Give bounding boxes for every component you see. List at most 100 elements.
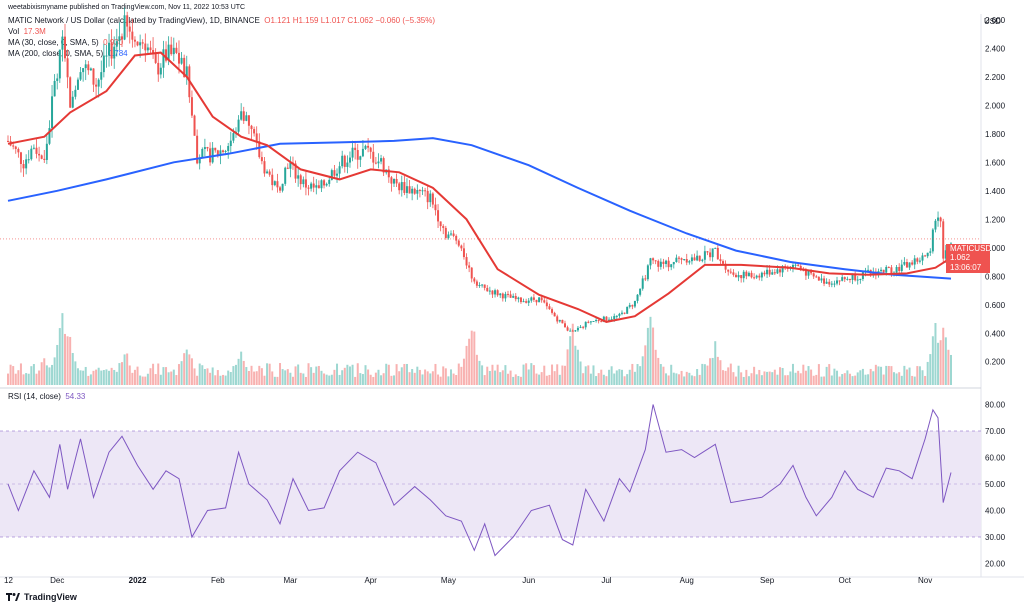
candle-body — [66, 58, 69, 78]
volume-bar — [242, 360, 245, 385]
price-tick-label: 1.800 — [985, 130, 1006, 139]
candle-body — [817, 277, 820, 281]
volume-bar — [273, 376, 276, 385]
candle-body — [439, 221, 442, 227]
volume-bar — [45, 365, 48, 385]
candle-body — [828, 281, 831, 285]
candle-body — [525, 301, 528, 303]
rsi-legend[interactable]: RSI (14, close) 54.33 — [8, 392, 85, 402]
volume-bar — [740, 372, 743, 385]
candle-body — [165, 49, 168, 61]
candle-body — [929, 251, 932, 253]
volume-bar — [222, 374, 225, 385]
rsi-tick-label: 30.00 — [985, 533, 1006, 542]
volume-bar — [797, 370, 800, 385]
candle-body — [131, 31, 134, 40]
volume-bar — [356, 363, 359, 385]
volume-bar — [926, 361, 929, 385]
volume-bar — [377, 369, 380, 385]
volume-bar — [237, 358, 240, 385]
candle-body — [76, 79, 79, 90]
candle-body — [696, 255, 699, 261]
candle-body — [825, 281, 828, 284]
candle-body — [411, 188, 414, 194]
candle-body — [496, 290, 499, 296]
candle-body — [846, 278, 849, 280]
ma30-legend[interactable]: MA (30, close, 0, SMA, 5) 0.930 — [8, 38, 123, 48]
candle-body — [102, 55, 105, 73]
volume-bar — [172, 369, 175, 385]
candle-body — [887, 266, 890, 268]
volume-bar — [105, 369, 108, 385]
candle-body — [491, 290, 494, 295]
volume-bar — [947, 349, 950, 385]
volume-bar — [330, 374, 333, 385]
time-tick-label: Jun — [522, 576, 535, 585]
candle-body — [667, 260, 670, 268]
candle-body — [120, 36, 123, 40]
candle-body — [159, 67, 162, 75]
volume-bar — [22, 374, 25, 385]
candle-body — [209, 148, 212, 163]
volume-bar — [338, 374, 341, 385]
candle-body — [30, 148, 33, 160]
volume-bar — [307, 363, 310, 385]
candle-body — [468, 265, 471, 268]
candle-body — [706, 251, 709, 253]
volume-bar — [900, 375, 903, 385]
volume-bar — [747, 376, 750, 385]
candle-body — [12, 145, 15, 147]
volume-bar — [198, 363, 201, 385]
volume-legend[interactable]: Vol 17.3M — [8, 27, 46, 37]
time-tick-label: Aug — [680, 576, 694, 585]
rsi-tick-label: 40.00 — [985, 507, 1006, 516]
candle-body — [323, 180, 326, 186]
volume-bar — [652, 327, 655, 385]
volume-bar — [25, 373, 28, 385]
volume-bar — [478, 360, 481, 385]
candle-body — [641, 278, 644, 289]
volume-bar — [644, 345, 647, 385]
candle-body — [266, 171, 269, 174]
candle-body — [32, 147, 35, 149]
candle-body — [859, 278, 862, 280]
candle-body — [284, 167, 287, 184]
candle-body — [87, 64, 90, 71]
volume-bar — [209, 372, 212, 385]
candle-body — [481, 284, 484, 286]
candle-body — [211, 147, 214, 163]
ma200-legend[interactable]: MA (200, close, 0, SMA, 5) 0.784 — [8, 49, 128, 59]
candle-body — [569, 330, 572, 332]
candle-body — [766, 269, 769, 275]
volume-bar — [289, 372, 292, 385]
candle-body — [53, 80, 56, 97]
candle-body — [167, 44, 170, 61]
candle-body — [97, 79, 100, 87]
volume-bar — [291, 376, 294, 385]
volume-bar — [123, 354, 126, 385]
candle-body — [69, 77, 72, 108]
volume-bar — [348, 366, 351, 385]
volume-bar — [92, 370, 95, 385]
volume-bar — [823, 376, 826, 385]
tradingview-footer[interactable]: TradingView — [6, 592, 77, 602]
volume-bar — [553, 371, 556, 385]
price-tag-timer: 13:06:07 — [950, 263, 982, 272]
candle-body — [690, 257, 693, 262]
ohlc-values: O1.121 H1.159 L1.017 C1.062 −0.060 (−5.3… — [264, 16, 436, 25]
time-axis-ticks: 12 Dec 2022 Feb Mar Apr May Jun Jul Aug Sep Oct Nov — [4, 576, 932, 585]
volume-bar — [628, 369, 631, 385]
candle-body — [898, 267, 901, 271]
time-tick-label: 2022 — [129, 576, 147, 585]
candle-body — [45, 143, 48, 160]
volume-bar — [794, 372, 797, 385]
volume-bar — [924, 375, 927, 385]
candle-body — [126, 15, 129, 27]
candle-body — [693, 257, 696, 261]
volume-bar — [250, 365, 253, 385]
candle-body — [747, 272, 750, 277]
volume-bar — [693, 376, 696, 385]
candle-body — [146, 47, 149, 51]
candle-body — [514, 295, 517, 300]
